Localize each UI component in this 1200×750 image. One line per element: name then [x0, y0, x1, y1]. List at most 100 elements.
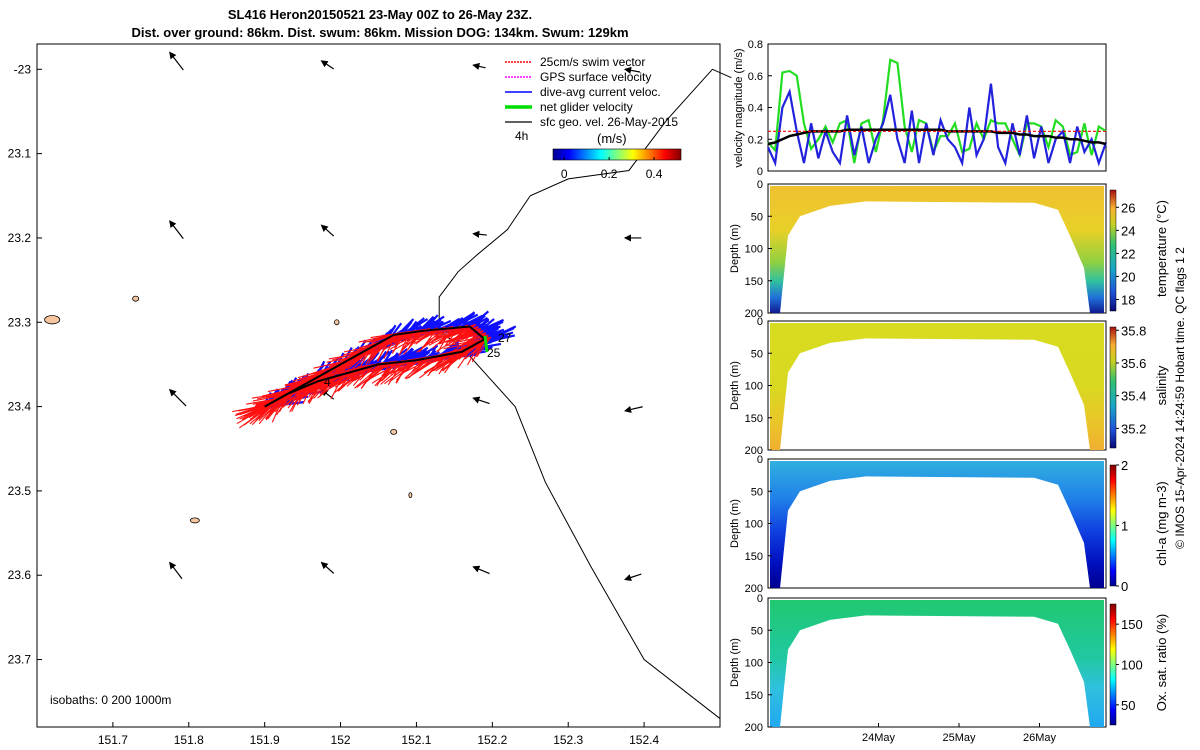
- map-x-ticks: 151.7 151.8 151.9 152 152.1 152.2 152.3 152.4: [98, 722, 659, 747]
- track-label-4: 4: [324, 375, 331, 389]
- colorbar-label: Ox. sat. ratio (%): [1154, 614, 1169, 712]
- legend-net: net glider velocity: [505, 100, 633, 114]
- geo-vector: [472, 565, 490, 575]
- date-tick-label: 25May: [942, 732, 976, 744]
- geo-vector: [169, 561, 183, 580]
- geo-vectors: [168, 51, 643, 581]
- swim-vector: [459, 334, 489, 343]
- geo-vector: [472, 230, 487, 238]
- map-x-tick-label: 152: [331, 733, 351, 747]
- depth-tick-label: 0: [757, 454, 763, 466]
- depth-tick-label: 50: [751, 348, 763, 360]
- swim-vector: [287, 387, 304, 409]
- swim-vector: [320, 374, 340, 396]
- depth-tick-label: 50: [751, 486, 763, 498]
- colorbar-tick-label: 24: [1121, 223, 1135, 238]
- depth-label: Depth (m): [729, 361, 741, 410]
- swim-vector: [297, 385, 310, 401]
- title-line-1: SL416 Heron20150521 23-May 00Z to 26-May…: [227, 7, 533, 22]
- isobaths-label: isobaths: 0 200 1000m: [50, 693, 171, 707]
- colorbar-tick-label: 50: [1121, 698, 1135, 713]
- geo-vector: [320, 60, 335, 70]
- swim-vector: [351, 366, 370, 382]
- colorbar-tick-label: 35.2: [1121, 421, 1146, 436]
- depth-tick-label: 100: [745, 658, 763, 670]
- swim-vector: [239, 402, 275, 429]
- island: [390, 428, 398, 435]
- velocity-y-tick-label: 0.6: [748, 71, 763, 83]
- depth-tick-label: 200: [745, 583, 763, 595]
- depth-label: Depth (m): [729, 224, 741, 273]
- swim-vector: [278, 393, 291, 413]
- map-islands: [44, 295, 413, 524]
- island: [408, 492, 413, 499]
- geo-vector: [169, 220, 184, 239]
- swim-vector: [433, 353, 446, 372]
- velocity-series-dive-avg-current: [766, 83, 1108, 168]
- title-line-2: Dist. over ground: 86km. Dist. swum: 86k…: [131, 25, 629, 40]
- section-fill-oxygen: [770, 600, 1104, 727]
- colorbar-salinity: [1109, 326, 1117, 449]
- svg-text:net glider velocity: net glider velocity: [540, 100, 633, 114]
- date-tick-label: 26May: [1023, 732, 1057, 744]
- panel-salinity: 0 50 100 150 200 Depth (m) 35.2 35.4 35.6 35.8 sal…: [729, 316, 1169, 457]
- depth-tick-label: 150: [745, 276, 763, 288]
- depth-tick-label: 100: [745, 244, 763, 256]
- depth-tick-label: 200: [745, 722, 763, 734]
- map-y-tick-label: 23.4: [8, 400, 32, 414]
- geo-vector: [472, 62, 486, 70]
- legend-gps: GPS surface velocity: [505, 70, 651, 84]
- swim-vector: [457, 347, 473, 369]
- map-y-tick-label: 23.5: [8, 484, 32, 498]
- map-y-tick-label: 23.6: [8, 568, 32, 582]
- island: [189, 517, 200, 524]
- depth-label: Depth (m): [729, 638, 741, 687]
- swim-vector: [364, 361, 392, 384]
- colorbar-chla: [1109, 464, 1117, 587]
- velocity-series: [766, 58, 1108, 168]
- track-label-25: 25: [487, 346, 501, 360]
- depth-label: Depth (m): [729, 499, 741, 548]
- colorbar-temperature: [1109, 189, 1117, 312]
- panel-oxygen: 0 50 100 150 200 Depth (m) 50 100 150 Ox. sat. ra…: [729, 593, 1169, 744]
- colorbar-tick-label: 18: [1121, 292, 1135, 307]
- swim-vector: [361, 363, 380, 389]
- colorbar-tick-label: 35.6: [1121, 356, 1146, 371]
- swim-vector: [384, 358, 417, 385]
- swim-vector: [467, 343, 480, 366]
- legend-geo: sfc geo. vel. 26-May-2015: [505, 115, 678, 129]
- legend-4h: 4h: [515, 129, 528, 143]
- swim-vector: [251, 391, 294, 399]
- colorbar-tick-label: 20: [1121, 269, 1135, 284]
- map-x-tick-label: 152.4: [629, 733, 659, 747]
- colorbar-label: chl-a (mg m-3): [1154, 481, 1169, 566]
- island: [334, 319, 340, 326]
- map-x-tick-label: 151.7: [98, 733, 128, 747]
- swim-vector: [440, 349, 469, 372]
- geo-vector: [320, 224, 335, 237]
- velocity-axes: [767, 43, 1107, 172]
- map-x-tick-label: 151.9: [250, 733, 280, 747]
- net-velocity-mark: [483, 335, 489, 353]
- map-y-tick-label: 23.2: [8, 231, 32, 245]
- swim-vector: [308, 381, 320, 403]
- geo-vector: [320, 561, 335, 574]
- island: [132, 295, 140, 302]
- colorbar-tick-label: 22: [1121, 246, 1135, 261]
- swim-vector: [462, 340, 484, 358]
- depth-tick-label: 200: [745, 308, 763, 320]
- colorbar-oxygen: [1109, 603, 1117, 726]
- velocity-y-ticks: 0 0.2 0.4 0.6 0.8: [748, 39, 772, 178]
- colorbar-unit: (m/s): [597, 131, 627, 146]
- credit-text: © IMOS 15-Apr-2024 14:24:59 Hobart time.…: [1173, 247, 1187, 549]
- depth-tick-label: 150: [745, 413, 763, 425]
- swim-vector: [408, 356, 431, 379]
- swim-vector: [476, 336, 492, 358]
- swim-vector: [278, 393, 291, 407]
- swim-vector: [330, 373, 345, 400]
- swim-vector: [352, 366, 370, 387]
- velocity-panel: 0 0.2 0.4 0.6 0.8 velocity magnitude (m/s): [733, 39, 1108, 178]
- svg-text:GPS surface velocity: GPS surface velocity: [540, 70, 651, 84]
